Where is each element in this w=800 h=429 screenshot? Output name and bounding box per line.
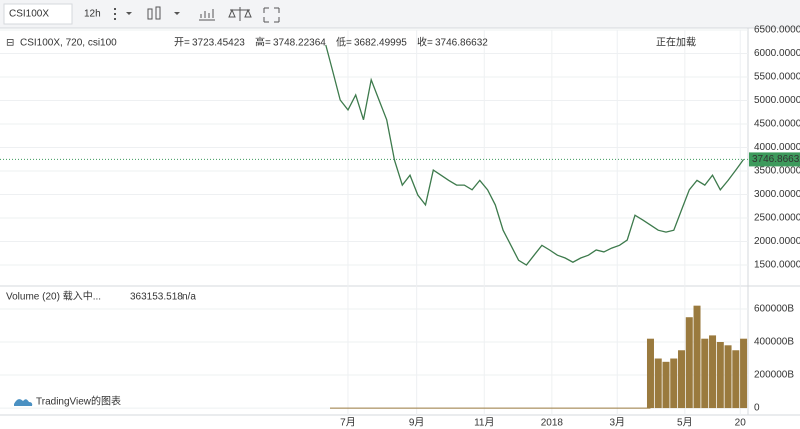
y-tick-label: 3000.000000 <box>754 189 800 200</box>
x-tick-label: 9月 <box>409 417 425 429</box>
toolbar <box>0 0 800 28</box>
y-tick-label: 600000B <box>754 304 794 315</box>
x-tick-label: 3月 <box>609 417 625 429</box>
ohlc-value: 3746.86632 <box>435 38 488 49</box>
volume-bar <box>716 341 724 409</box>
volume-bar <box>709 335 717 409</box>
interval[interactable]: 12h <box>84 9 101 20</box>
collapse-icon[interactable]: ⊟ <box>6 38 14 49</box>
watermark-logo <box>14 399 33 406</box>
y-tick-label: 4000.000000 <box>754 142 800 153</box>
y-tick-label: 5000.000000 <box>754 95 800 106</box>
y-tick-label: 400000B <box>754 337 794 348</box>
ohlc-label: 收= <box>417 36 433 49</box>
x-tick-label: 11月 <box>474 417 494 429</box>
volume-title: Volume (20) 载入中... <box>6 290 101 303</box>
symbol[interactable]: CSI100X <box>9 9 49 20</box>
toolbar-icons[interactable] <box>114 6 280 23</box>
y-tick-label: 3500.000000 <box>754 166 800 177</box>
x-tick-label: 7月 <box>340 417 356 429</box>
y-tick-label: 0 <box>754 403 760 414</box>
volume-bar <box>693 305 701 409</box>
volume-bar <box>662 361 670 409</box>
overlay: ⊟ CSI100X, 720, csi100 正在加载 Volume (20) … <box>6 25 800 429</box>
ohlc-label: 低= <box>336 36 352 49</box>
volume-bar <box>646 338 654 409</box>
y-tick-label: 6000.000000 <box>754 48 800 59</box>
y-tick-label: 5500.000000 <box>754 72 800 83</box>
x-tick-label: 2018 <box>541 418 564 429</box>
plot <box>0 29 748 415</box>
volume-bar <box>685 317 693 409</box>
x-tick-label: 20 <box>735 418 747 429</box>
volume-bar <box>732 350 740 409</box>
last-price-label: 3746.86632 <box>752 154 800 165</box>
y-tick-label: 200000B <box>754 370 794 381</box>
ohlc-value: 3682.49995 <box>354 38 407 49</box>
volume-bar <box>740 338 748 409</box>
volume-last: 363153.518 <box>130 292 183 303</box>
y-tick-label: 6500.000000 <box>754 25 800 36</box>
symbol-box[interactable] <box>3 3 73 25</box>
volume-bar <box>701 338 709 409</box>
y-tick-label: 4500.000000 <box>754 119 800 130</box>
watermark: TradingView的图表 <box>36 395 121 408</box>
ohlc-label: 高= <box>255 36 271 49</box>
volume-bar <box>670 358 678 409</box>
x-tick-label: 5月 <box>677 417 693 429</box>
volume-bar <box>724 345 732 409</box>
last-price-box <box>749 152 800 167</box>
y-tick-label: 2500.000000 <box>754 213 800 224</box>
ohlc-value: 3723.45423 <box>192 38 245 49</box>
price-title: CSI100X, 720, csi100 <box>20 38 117 49</box>
ohlc-value: 3748.22364 <box>273 38 326 49</box>
y-tick-label: 2000.000000 <box>754 236 800 247</box>
volume-status: n/a <box>182 292 196 303</box>
price-line <box>325 44 745 266</box>
volume-bar <box>654 358 662 409</box>
y-tick-label: 1500.000000 <box>754 260 800 271</box>
volume-bar <box>678 350 686 409</box>
loading: 正在加载 <box>656 37 696 49</box>
ohlc-label: 开= <box>174 38 190 49</box>
